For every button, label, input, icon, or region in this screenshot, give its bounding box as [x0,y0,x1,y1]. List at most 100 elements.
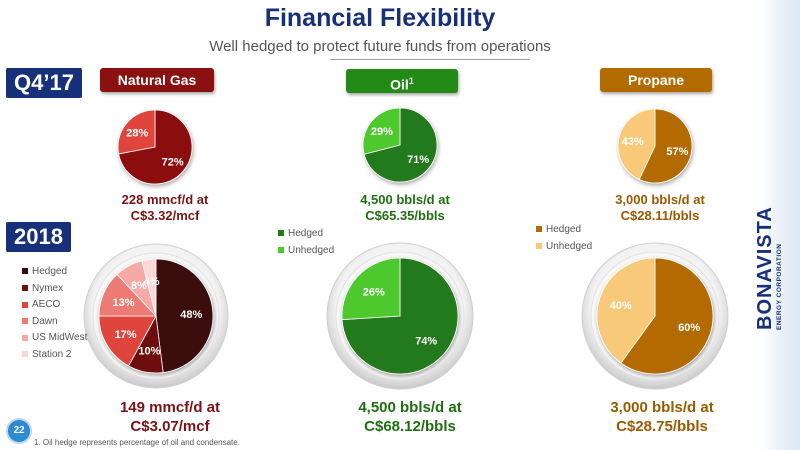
subtitle-divider [330,59,530,60]
propane_2018-label-hedged: 60% [678,322,700,334]
legend-label: Station 2 [32,348,72,360]
chip-oil: Oil1 [346,69,458,93]
legend-item: AECO [22,297,87,314]
legend-swatch [536,242,542,249]
propane_2018-slice-hedged [620,257,714,375]
propane_2018-pie [596,257,714,375]
legend-label: Hedged [546,224,582,235]
gas_2018-label-aeco: 17% [115,329,137,341]
gas_2018-label-station-2: 4% [144,276,160,288]
gas_2018-slice-aeco [98,315,157,367]
gas_q4-slice-unhedged [117,109,156,155]
page-number: 22 [8,420,30,442]
legend-label: Hedged [288,228,324,239]
brand-name: BONAVISTA [754,206,776,330]
chip-propane-label: Propane [627,72,684,88]
caption-gas-2018: 149 mmcf/d at C$3.07/mcf [80,398,260,436]
legend-swatch [22,268,28,275]
gas_q4-label-hedged: 72% [162,157,184,169]
oil_q4-pie [362,107,438,183]
legend-oil: Hedged Unhedged [278,226,334,259]
gas_2018-label-nymex: 10% [138,346,160,358]
caption-propane-2018-line2: C$28.75/bbls [616,418,708,435]
caption-oil-q4: 4,500 bbls/d at C$65.35/bbls [325,192,485,224]
brand-tagline: ENERGY CORPORATION [776,243,783,330]
gas_2018-slice-hedged [155,258,214,373]
caption-oil-2018-line2: C$68.12/bbls [364,418,456,435]
caption-oil-2018: 4,500 bbls/d at C$68.12/bbls [320,398,500,436]
page-title: Financial Flexibility [264,4,496,32]
oil_q4-slice-unhedged [362,107,401,155]
caption-gas-q4-line2: C$3.32/mcf [130,208,200,223]
legend-item: Hedged [536,222,592,239]
chip-natural-gas: Natural Gas [100,68,214,92]
caption-oil-2018-line1: 4,500 bbls/d at [358,399,462,416]
legend-item: Nymex [22,281,87,298]
legend-item: Hedged [278,226,334,243]
legend-label: Unhedged [288,244,335,256]
oil_2018-label-unhedged: 26% [363,286,385,298]
legend-item: Unhedged [278,243,334,260]
legend-swatch [22,334,28,341]
legend-item: Unhedged [536,239,592,256]
propane_2018-slice-unhedged [596,257,656,364]
legend-swatch [22,284,28,291]
oil_2018-label-hedged: 74% [415,336,437,348]
gas_2018-label-hedged: 48% [180,309,202,321]
propane_q4-slice-hedged [638,108,693,184]
gas_2018-label-dawn: 13% [113,297,135,309]
legend-label: Unhedged [546,240,593,252]
period-badge-2018: 2018 [6,222,71,252]
footnote: 1. Oil hedge represents percentage of oi… [34,438,240,447]
legend-swatch [278,246,284,253]
oil_q4-label-unhedged: 29% [371,126,393,138]
caption-oil-q4-line1: 4,500 bbls/d at [360,192,450,207]
page-subtitle: Well hedged to protect future funds from… [209,38,551,55]
propane_q4-label-hedged: 57% [666,146,688,158]
brand-strip: BONAVISTA ENERGY CORPORATION [754,0,800,450]
caption-propane-q4-line2: C$28.11/bbls [620,208,700,223]
gas_2018-slice-station-2 [141,258,157,317]
legend-gas: Hedged Nymex AECO Dawn US MidWest Statio… [22,264,87,364]
chip-natural-gas-label: Natural Gas [117,72,197,88]
oil_2018-pie [341,257,459,375]
gas_2018-pie [98,258,214,374]
chip-oil-label: Oil [390,76,409,93]
brand-logo: BONAVISTA ENERGY CORPORATION [754,206,784,330]
legend-swatch [536,226,542,233]
oil_q4-slice-hedged [363,107,438,183]
gas_q4-pie [117,109,193,185]
legend-swatch [22,351,28,358]
legend-swatch [278,230,284,237]
legend-item: Dawn [22,314,87,331]
legend-label: US MidWest [32,332,88,344]
caption-propane-q4: 3,000 bbls/d at C$28.11/bbls [580,192,740,224]
legend-item: Station 2 [22,347,87,364]
caption-gas-2018-line1: 149 mmcf/d at [119,399,221,416]
legend-label: Dawn [32,315,58,327]
period-badge-q4: Q4’17 [6,68,82,98]
caption-gas-q4-line1: 228 mmcf/d at [121,192,209,207]
legend-label: Nymex [32,282,64,294]
propane_q4-slice-unhedged [617,108,656,181]
legend-swatch [22,318,28,325]
legend-swatch [22,301,28,308]
caption-propane-q4-line1: 3,000 bbls/d at [615,192,705,207]
chip-propane: Propane [600,68,712,92]
caption-oil-q4-line2: C$65.35/bbls [365,208,445,223]
caption-propane-2018: 3,000 bbls/d at C$28.75/bbls [572,398,752,436]
gas_q4-label-unhedged: 28% [126,127,148,139]
legend-label: AECO [32,299,61,311]
caption-gas-2018-line2: C$3.07/mcf [130,418,210,435]
oil_q4-label-hedged: 71% [407,154,429,166]
caption-propane-2018-line1: 3,000 bbls/d at [610,399,714,416]
chip-oil-footnote-marker: 1 [408,76,414,86]
propane_q4-pie [617,108,693,184]
caption-gas-q4: 228 mmcf/d at C$3.32/mcf [90,192,240,224]
legend-item: US MidWest [22,330,87,347]
legend-propane: Hedged Unhedged [536,222,592,255]
gas_2018-label-us-midwest: 8% [131,280,147,292]
legend-item: Hedged [22,264,87,281]
propane_2018-label-unhedged: 40% [610,300,632,312]
